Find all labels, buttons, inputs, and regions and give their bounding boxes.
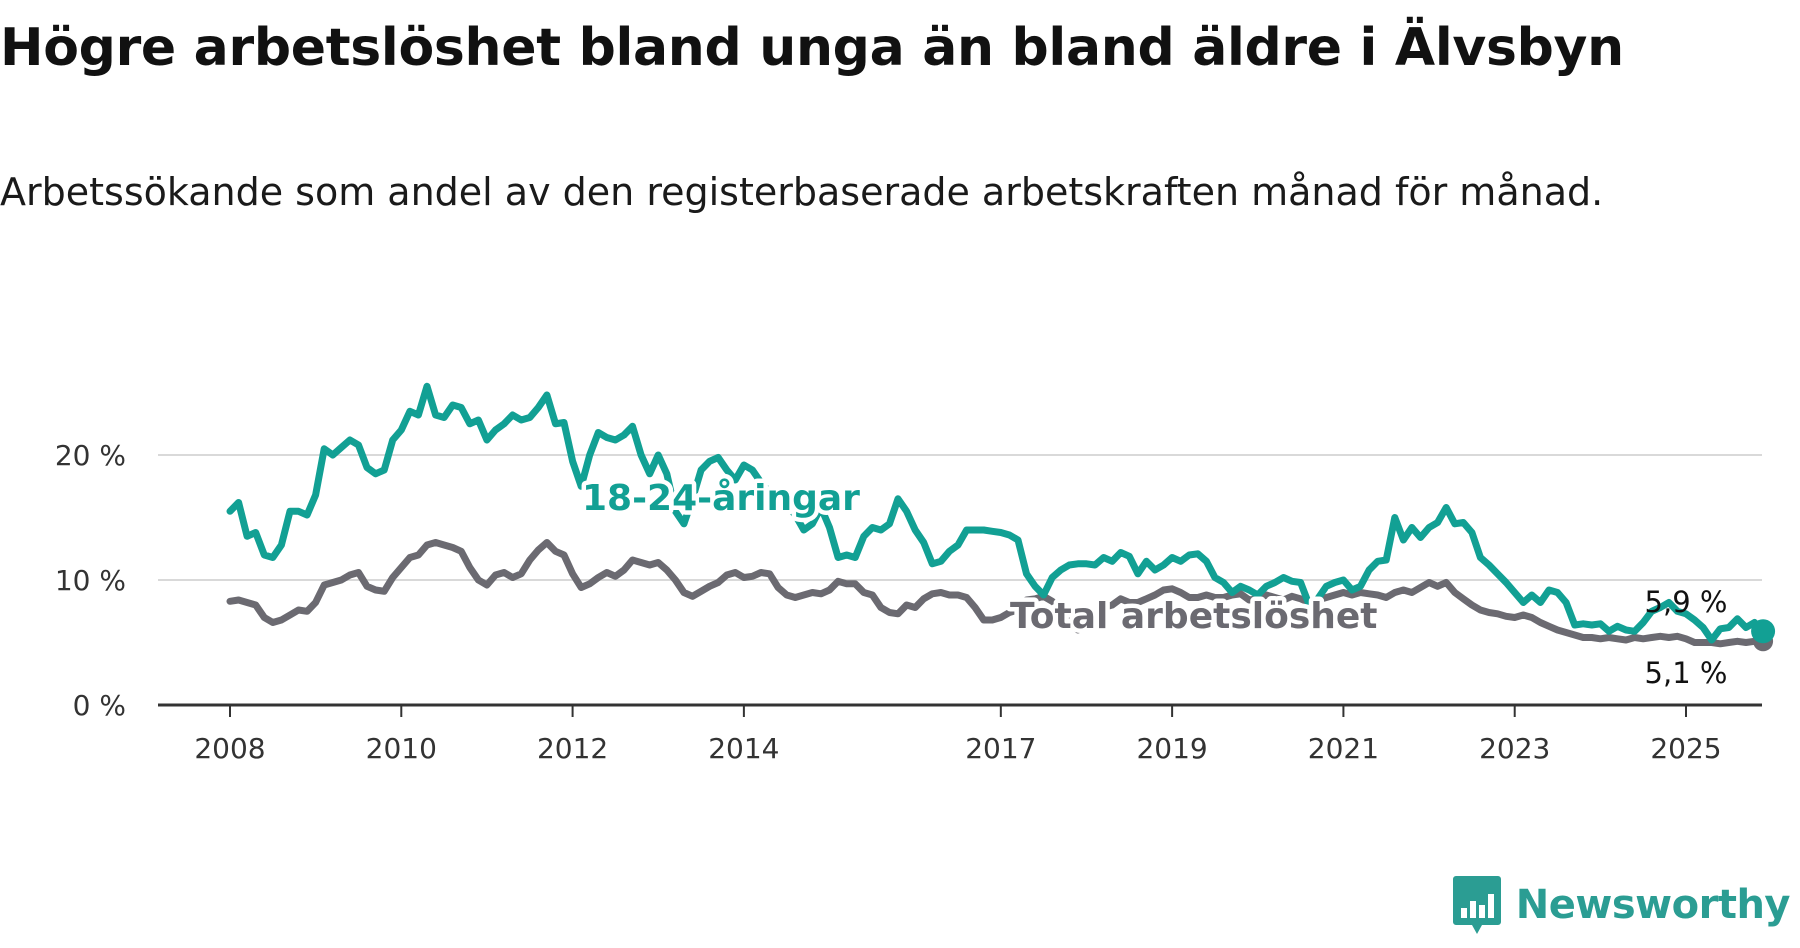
x-tick-label-2010: 2010	[366, 732, 437, 765]
x-tick-label-2021: 2021	[1308, 732, 1379, 765]
x-tick-label-2012: 2012	[537, 732, 608, 765]
y-tick-label-20: 20 %	[55, 439, 126, 472]
bar-chart-speech-icon	[1452, 876, 1501, 934]
chart-subtitle: Arbetssökande som andel av den registerb…	[0, 170, 1604, 214]
series-line-youth	[226, 382, 1767, 644]
brand-logo: Newsworthy	[1452, 870, 1791, 940]
x-tick-label-2025: 2025	[1650, 732, 1721, 765]
x-tick-label-2019: 2019	[1136, 732, 1207, 765]
y-tick-label-10: 10 %	[55, 564, 126, 597]
end-label-total: 5,1 %	[1645, 656, 1728, 690]
series-label-total: Total arbetslöshet	[1010, 596, 1378, 637]
x-tick-label-2023: 2023	[1479, 732, 1550, 765]
x-tick-label-2017: 2017	[965, 732, 1036, 765]
end-label-youth: 5,9 %	[1645, 585, 1728, 619]
x-tick-label-2008: 2008	[194, 732, 265, 765]
y-tick-label-0: 0 %	[73, 689, 126, 722]
x-tick-label-2014: 2014	[708, 732, 779, 765]
chart-title: Högre arbetslöshet bland unga än bland ä…	[0, 18, 1624, 78]
series-label-youth: 18-24-åringar	[582, 478, 860, 519]
brand-name: Newsworthy	[1515, 882, 1791, 928]
series-line-total	[226, 539, 1767, 648]
youth-end-point	[1751, 619, 1776, 644]
